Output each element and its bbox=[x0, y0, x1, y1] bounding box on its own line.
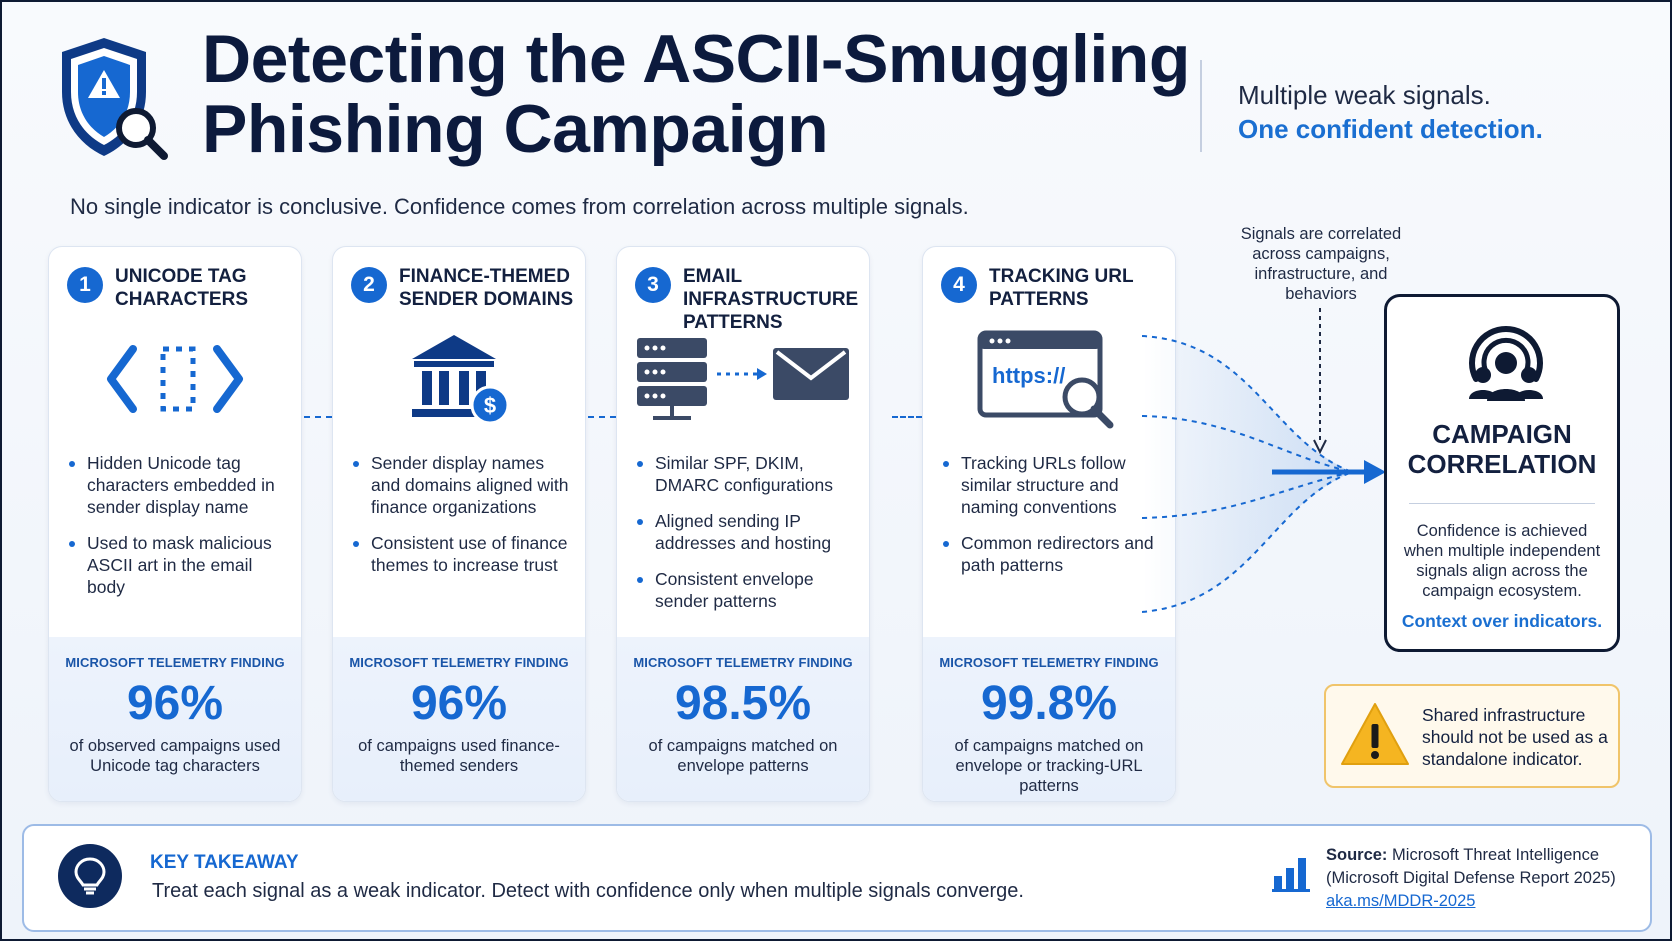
correlation-description: Confidence is achieved when multiple ind… bbox=[1403, 522, 1601, 600]
takeaway-label: KEY TAKEAWAY bbox=[150, 852, 299, 873]
shield-alert-search-icon bbox=[62, 38, 168, 160]
finding-label: MICROSOFT TELEMETRY FINDING bbox=[633, 655, 853, 670]
finding-description: of observed campaigns used Unicode tag c… bbox=[69, 737, 281, 775]
card-bullets: Sender display names and domains aligned… bbox=[351, 452, 575, 590]
bullet-item: Used to mask malicious ASCII art in the … bbox=[67, 532, 291, 598]
bank-dollar-icon: $ bbox=[333, 329, 585, 429]
card-connector bbox=[304, 416, 332, 418]
step-number-badge: 4 bbox=[941, 267, 977, 303]
source-line-2: (Microsoft Digital Defense Report 2025) bbox=[1326, 869, 1616, 887]
telemetry-finding: MICROSOFT TELEMETRY FINDING 98.5% of cam… bbox=[617, 637, 869, 801]
bullet-item: Tracking URLs follow similar structure a… bbox=[941, 452, 1165, 518]
correlation-footer: Context over indicators. bbox=[1401, 611, 1603, 631]
bullet-item: Hidden Unicode tag characters embedded i… bbox=[67, 452, 291, 518]
code-brackets-icon bbox=[49, 329, 301, 429]
warning-triangle-icon bbox=[1341, 703, 1409, 765]
source-label: Source: bbox=[1326, 846, 1388, 864]
bullet-item: Aligned sending IP addresses and hosting bbox=[635, 510, 859, 554]
telemetry-finding: MICROSOFT TELEMETRY FINDING 96% of campa… bbox=[333, 637, 585, 801]
campaign-correlation-card: CAMPAIGN CORRELATION Confidence is achie… bbox=[1384, 294, 1620, 652]
finding-label: MICROSOFT TELEMETRY FINDING bbox=[939, 655, 1159, 670]
tagline-line-1: Multiple weak signals. bbox=[1238, 80, 1491, 110]
signal-card-4: 4 TRACKING URL PATTERNS https:// Trackin… bbox=[922, 246, 1176, 802]
warning-callout: Shared infrastructure should not be used… bbox=[1324, 684, 1620, 788]
signal-card-1: 1 UNICODE TAG CHARACTERS Hidden Unicode … bbox=[48, 246, 302, 802]
server-to-envelope-icon bbox=[617, 329, 869, 429]
bar-chart-icon bbox=[1272, 858, 1310, 892]
title-line-1: Detecting the ASCII-Smuggling bbox=[202, 21, 1190, 97]
finding-value: 96% bbox=[126, 677, 224, 730]
note-down-arrow bbox=[1313, 308, 1327, 455]
correlation-title: CAMPAIGN CORRELATION bbox=[1407, 419, 1597, 479]
step-number-badge: 3 bbox=[635, 267, 671, 303]
title-line-2: Phishing Campaign bbox=[202, 91, 829, 167]
step-number-badge: 2 bbox=[351, 267, 387, 303]
finding-value: 96% bbox=[410, 677, 508, 730]
lightbulb-icon bbox=[58, 844, 122, 908]
takeaway-text: Treat each signal as a weak indicator. D… bbox=[152, 880, 1024, 902]
bullet-item: Consistent envelope sender patterns bbox=[635, 568, 859, 612]
finding-label: MICROSOFT TELEMETRY FINDING bbox=[65, 655, 285, 670]
card-header: 4 TRACKING URL PATTERNS bbox=[941, 265, 1165, 321]
card-bullets: Similar SPF, DKIM, DMARC configurations … bbox=[635, 452, 859, 626]
tagline-line-2: One confident detection. bbox=[1238, 114, 1543, 144]
svg-text:$: $ bbox=[484, 393, 496, 418]
source-citation: Source: Microsoft Threat Intelligence (M… bbox=[1326, 844, 1616, 913]
url-text: https:// bbox=[992, 363, 1065, 388]
source-link[interactable]: aka.ms/MDDR-2025 bbox=[1326, 892, 1476, 910]
card-header: 1 UNICODE TAG CHARACTERS bbox=[67, 265, 291, 321]
card-title: TRACKING URL PATTERNS bbox=[989, 266, 1134, 310]
header-divider bbox=[1200, 60, 1202, 152]
card-bullets: Hidden Unicode tag characters embedded i… bbox=[67, 452, 291, 612]
finding-value: 99.8% bbox=[980, 677, 1118, 730]
card-header: 2 FINANCE-THEMED SENDER DOMAINS bbox=[351, 265, 575, 321]
card-connector bbox=[588, 416, 616, 418]
page-title: Detecting the ASCII-Smuggling Phishing C… bbox=[202, 21, 1190, 167]
card-title: EMAIL INFRASTRUCTURE PATTERNS bbox=[683, 266, 859, 333]
finding-description: of campaigns used finance-themed senders bbox=[358, 737, 560, 775]
finding-label: MICROSOFT TELEMETRY FINDING bbox=[349, 655, 569, 670]
browser-url-search-icon: https:// bbox=[923, 329, 1175, 429]
warning-text: Shared infrastructure should not be used… bbox=[1422, 705, 1608, 769]
telemetry-finding: MICROSOFT TELEMETRY FINDING 99.8% of cam… bbox=[923, 637, 1175, 801]
card-bullets: Tracking URLs follow similar structure a… bbox=[941, 452, 1165, 590]
signal-convergence-flow bbox=[1142, 335, 1386, 613]
bullet-item: Common redirectors and path patterns bbox=[941, 532, 1165, 576]
subtitle: No single indicator is conclusive. Confi… bbox=[70, 194, 969, 219]
card-title: FINANCE-THEMED SENDER DOMAINS bbox=[399, 266, 574, 310]
source-line-1: Microsoft Threat Intelligence bbox=[1392, 846, 1599, 864]
step-number-badge: 1 bbox=[67, 267, 103, 303]
card-title: UNICODE TAG CHARACTERS bbox=[115, 266, 248, 310]
finding-description: of campaigns matched on envelope or trac… bbox=[954, 737, 1144, 795]
correlation-note: Signals are correlated across campaigns,… bbox=[1240, 225, 1402, 303]
signal-card-2: 2 FINANCE-THEMED SENDER DOMAINS $ Sender… bbox=[332, 246, 586, 802]
correlation-divider bbox=[1409, 503, 1595, 504]
card-connector bbox=[892, 416, 922, 418]
key-takeaway-bar: KEY TAKEAWAY Treat each signal as a weak… bbox=[22, 824, 1652, 932]
finding-description: of campaigns matched on envelope pattern… bbox=[648, 737, 838, 775]
card-header: 3 EMAIL INFRASTRUCTURE PATTERNS bbox=[635, 265, 859, 333]
bullet-item: Similar SPF, DKIM, DMARC configurations bbox=[635, 452, 859, 496]
bullet-item: Consistent use of finance themes to incr… bbox=[351, 532, 575, 576]
signal-card-3: 3 EMAIL INFRASTRUCTURE PATTERNS Similar … bbox=[616, 246, 870, 802]
telemetry-finding: MICROSOFT TELEMETRY FINDING 96% of obser… bbox=[49, 637, 301, 801]
group-radar-icon bbox=[1469, 326, 1543, 401]
bullet-item: Sender display names and domains aligned… bbox=[351, 452, 575, 518]
finding-value: 98.5% bbox=[674, 677, 812, 730]
